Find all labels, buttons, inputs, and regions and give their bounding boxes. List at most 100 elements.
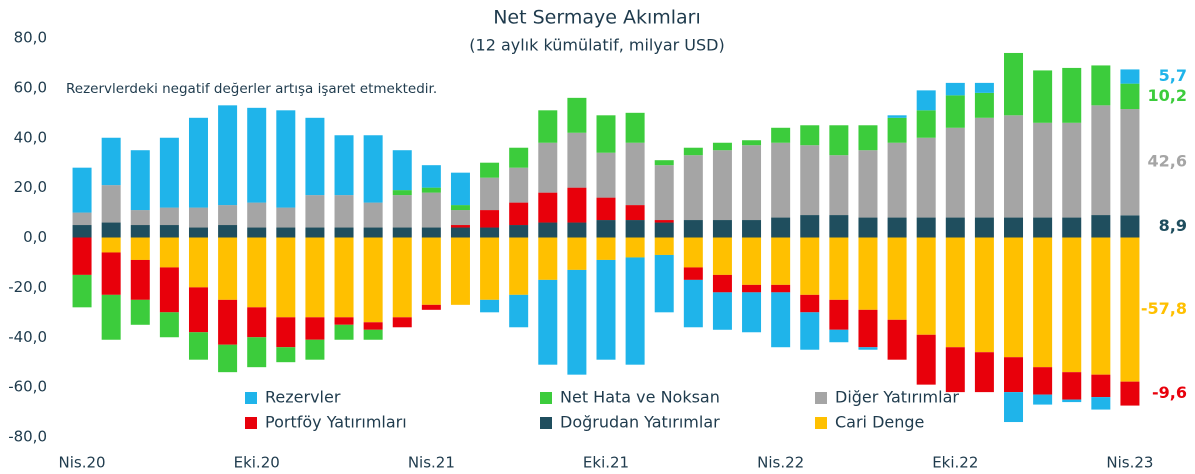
y-tick-label: -40,0 xyxy=(8,328,47,346)
bar-segment xyxy=(421,165,441,188)
bar-segment xyxy=(1062,122,1082,218)
bar-segment xyxy=(276,110,296,208)
bar-segment xyxy=(480,227,500,238)
bar-segment xyxy=(683,220,703,238)
bar-segment xyxy=(218,299,238,345)
bar-segment xyxy=(1062,372,1082,400)
bar-segment xyxy=(771,217,791,238)
bar-segment xyxy=(916,217,936,238)
bar-segment xyxy=(654,222,674,238)
bar-segment xyxy=(1004,115,1024,218)
bar-segment xyxy=(654,254,674,313)
bar-segment xyxy=(596,197,616,221)
bar-segment xyxy=(334,317,354,325)
bar-segment xyxy=(305,339,325,360)
bar-segment xyxy=(712,142,732,151)
legend-label: Rezervler xyxy=(265,388,341,407)
bar-segment xyxy=(101,252,121,295)
bar-segment xyxy=(567,132,587,188)
x-tick-label: Eki.20 xyxy=(234,454,280,472)
bar-segment xyxy=(683,237,703,268)
bar-segment xyxy=(1120,109,1140,216)
bar-segment xyxy=(247,202,267,228)
bar-segment xyxy=(334,237,354,318)
bar-segment xyxy=(1091,374,1111,398)
bar-segment xyxy=(218,344,238,373)
bar-segment xyxy=(800,125,820,146)
bar-segment xyxy=(567,187,587,223)
bar-segment xyxy=(450,172,470,206)
bar-segment xyxy=(887,237,907,320)
bar-segment xyxy=(480,299,500,313)
bar-segment xyxy=(712,237,732,275)
bar-segment xyxy=(130,150,150,211)
bar-segment xyxy=(509,167,529,203)
bar-segment xyxy=(974,117,994,218)
bar-segment xyxy=(334,227,354,238)
bar-segment xyxy=(247,107,267,203)
bar-segment xyxy=(130,259,150,300)
bar-segment xyxy=(712,274,732,293)
bar-segment xyxy=(363,322,383,330)
bar-segment xyxy=(101,222,121,238)
bar-segment xyxy=(72,274,92,308)
bar-segment xyxy=(188,227,208,238)
bar-segment xyxy=(363,329,383,340)
bar-segment xyxy=(596,237,616,260)
bar-segment xyxy=(276,237,296,318)
bar-segment xyxy=(392,190,412,196)
bar-segment xyxy=(771,127,791,143)
legend-swatch xyxy=(815,392,827,404)
bar-segment xyxy=(392,237,412,318)
bar-segment xyxy=(858,217,878,238)
bar-segment xyxy=(1033,217,1053,238)
bar-segment xyxy=(1120,237,1140,382)
legend-swatch xyxy=(815,417,827,429)
bar-segment xyxy=(450,227,470,238)
legend-label: Portföy Yatırımları xyxy=(265,413,407,432)
value-label: -57,8 xyxy=(1141,299,1187,318)
bar-segment xyxy=(334,135,354,196)
bar-segment xyxy=(974,217,994,238)
y-tick-label: -80,0 xyxy=(8,428,47,446)
bar-segment xyxy=(800,312,820,350)
bar-segment xyxy=(858,347,878,350)
bar-segment xyxy=(450,205,470,211)
bar-segment xyxy=(858,150,878,218)
bar-segment xyxy=(712,220,732,238)
bar-segment xyxy=(654,160,674,166)
bar-segment xyxy=(72,167,92,213)
bar-segment xyxy=(305,237,325,318)
bar-segment xyxy=(1033,122,1053,218)
bar-segment xyxy=(72,237,92,275)
bar-segment xyxy=(829,155,849,216)
x-tick-label: Nis.23 xyxy=(1106,454,1153,472)
bar-segment xyxy=(276,227,296,238)
bar-segment xyxy=(742,237,762,285)
bar-segment xyxy=(742,140,762,146)
bar-segment xyxy=(101,137,121,186)
legend-swatch xyxy=(540,392,552,404)
bar-segment xyxy=(159,137,179,208)
x-tick-label: Eki.21 xyxy=(583,454,629,472)
bar-segment xyxy=(421,237,441,305)
bar-segment xyxy=(392,227,412,238)
bar-segment xyxy=(596,220,616,238)
bar-segment xyxy=(683,267,703,280)
legend-swatch xyxy=(245,392,257,404)
bar-segment xyxy=(654,220,674,223)
bar-segment xyxy=(159,237,179,268)
bar-segment xyxy=(945,347,965,393)
bar-segment xyxy=(1091,397,1111,410)
bar-segment xyxy=(101,185,121,223)
bar-segment xyxy=(247,307,267,338)
bar-segment xyxy=(1091,215,1111,238)
bar-segment xyxy=(421,304,441,310)
bar-segment xyxy=(829,125,849,156)
bar-segment xyxy=(130,299,150,325)
bar-segment xyxy=(480,177,500,211)
bar-segment xyxy=(887,117,907,143)
bar-segment xyxy=(509,294,529,328)
bar-segment xyxy=(1033,367,1053,395)
